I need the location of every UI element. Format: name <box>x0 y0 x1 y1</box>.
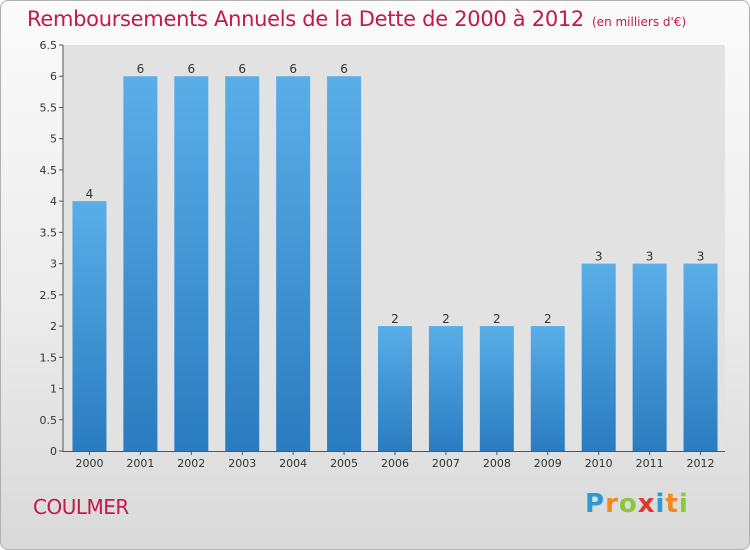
y-axis-ticks: 0 0.5 1 1.5 2 2.5 3 3.5 4 4.5 5 5.5 6 6.5 <box>40 39 63 458</box>
y-tick-label: 4 <box>50 195 57 208</box>
y-tick-label: 3 <box>50 258 57 271</box>
bar-2009 <box>530 326 565 451</box>
x-tick-label: 2012 <box>687 457 715 470</box>
x-tick-label: 2008 <box>483 457 511 470</box>
y-tick-label: 5.5 <box>40 101 58 114</box>
bar-2001 <box>123 76 158 451</box>
chart-subtitle: (en milliers d'€) <box>592 15 687 29</box>
bar-2008 <box>479 326 514 451</box>
y-tick-label: 0 <box>50 445 57 458</box>
y-tick-label: 5 <box>50 133 57 146</box>
bar-value-label: 4 <box>86 187 94 201</box>
bar-2003 <box>225 76 260 451</box>
commune-name: COULMER <box>33 495 129 519</box>
bar-value-label: 2 <box>544 312 552 326</box>
logo-letter: o <box>618 489 638 519</box>
logo-letter: t <box>665 489 679 519</box>
x-tick-label: 2003 <box>228 457 256 470</box>
proxiti-logo: Proxiti <box>585 489 689 519</box>
x-tick-label: 2009 <box>534 457 562 470</box>
x-tick-label: 2010 <box>585 457 613 470</box>
y-tick-label: 4.5 <box>40 164 58 177</box>
bar-value-label: 3 <box>646 250 654 264</box>
chart-title: Remboursements Annuels de la Dette de 20… <box>27 7 686 31</box>
chart-title-text: Remboursements Annuels de la Dette de 20… <box>27 7 584 31</box>
y-tick-label: 1.5 <box>40 351 58 364</box>
bar-2000 <box>72 201 107 451</box>
y-tick-label: 0.5 <box>40 414 58 427</box>
x-tick-label: 2005 <box>330 457 358 470</box>
logo-letter: r <box>605 489 619 519</box>
bar-value-label: 6 <box>238 62 246 76</box>
bar-2011 <box>632 263 667 451</box>
bar-2007 <box>428 326 463 451</box>
bar-2010 <box>581 263 616 451</box>
x-tick-label: 2006 <box>381 457 409 470</box>
logo-letter: P <box>585 489 606 519</box>
logo-letter: x <box>637 489 656 519</box>
y-tick-label: 2.5 <box>40 289 58 302</box>
bar-value-label: 6 <box>289 62 297 76</box>
bar-value-label: 3 <box>697 250 705 264</box>
x-tick-label: 2007 <box>432 457 460 470</box>
x-tick-label: 2002 <box>177 457 205 470</box>
bar-value-label: 2 <box>493 312 501 326</box>
x-tick-label: 2000 <box>75 457 103 470</box>
bar-2012 <box>683 263 718 451</box>
bar-2004 <box>276 76 311 451</box>
y-tick-label: 6.5 <box>40 39 58 52</box>
y-tick-label: 1 <box>50 383 57 396</box>
x-tick-label: 2004 <box>279 457 307 470</box>
bar-value-label: 3 <box>595 250 603 264</box>
bar-value-label: 6 <box>137 62 145 76</box>
bar-2002 <box>174 76 209 451</box>
bars-group: 4 6 6 6 6 6 2 2 2 2 3 3 3 <box>72 62 718 451</box>
bar-value-label: 6 <box>340 62 348 76</box>
y-tick-label: 2 <box>50 320 57 333</box>
logo-letter: i <box>678 489 689 519</box>
bar-value-label: 6 <box>187 62 195 76</box>
bar-value-label: 2 <box>391 312 399 326</box>
bar-2006 <box>378 326 412 451</box>
x-axis-ticks: 2000 2001 2002 2003 2004 2005 2006 2007 2008 2009… <box>75 451 715 470</box>
x-tick-label: 2011 <box>636 457 664 470</box>
logo-letter: i <box>655 489 666 519</box>
bar-2005 <box>327 76 362 451</box>
x-tick-label: 2001 <box>126 457 154 470</box>
bar-value-label: 2 <box>442 312 450 326</box>
y-tick-label: 6 <box>50 70 57 83</box>
y-tick-label: 3.5 <box>40 226 58 239</box>
